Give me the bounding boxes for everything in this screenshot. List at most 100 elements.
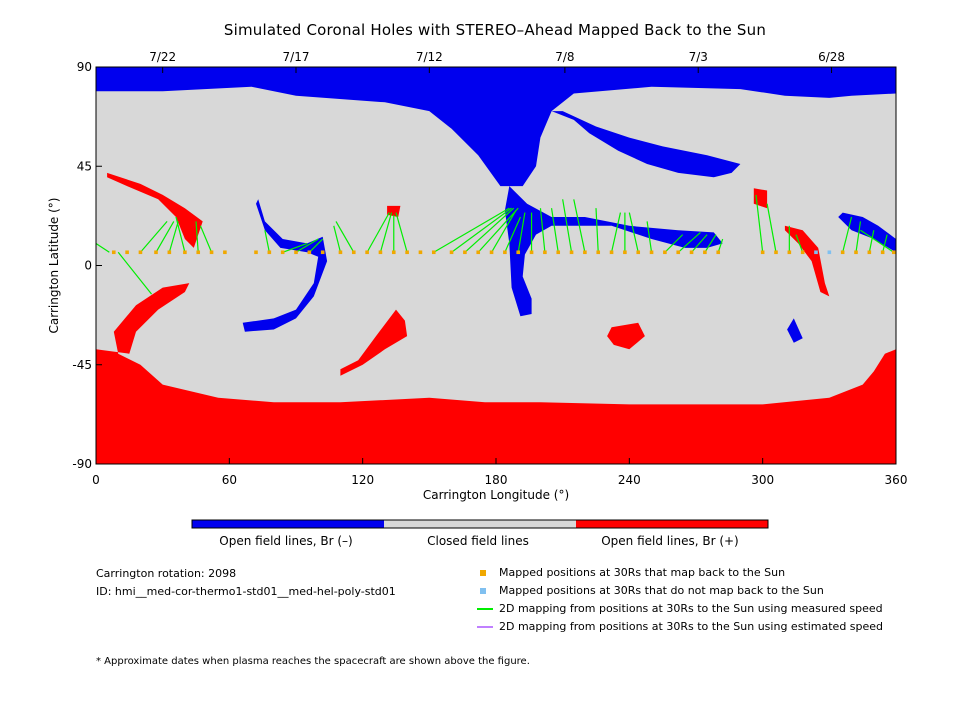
- measured-mapping-line: [491, 210, 517, 253]
- mapped-footpoint: [689, 250, 694, 255]
- mapped-footpoint: [167, 250, 172, 255]
- small-hole-lon315-region: [787, 318, 803, 343]
- measured-mapping-line: [199, 225, 213, 253]
- x-tick-label: 120: [351, 473, 374, 487]
- measured-mapping-line: [117, 251, 153, 295]
- mapped-footpoint: [676, 250, 681, 255]
- y-tick-label: 0: [84, 259, 92, 273]
- y-tick-label: -90: [72, 457, 92, 471]
- measured-mapping-line: [264, 230, 270, 253]
- legend-line-icon: [477, 626, 493, 628]
- north-polar-hole-region: [96, 67, 896, 187]
- mapped-footpoint: [609, 250, 614, 255]
- mapped-footpoint: [125, 250, 129, 255]
- mapped-footpoint: [320, 250, 325, 255]
- unmapped-footpoint: [827, 250, 832, 255]
- mapped-footpoint: [209, 250, 214, 255]
- mapped-footpoint: [449, 250, 454, 255]
- hole-lon320-region: [784, 225, 830, 297]
- mapped-footpoint: [623, 250, 627, 255]
- mapped-footpoint: [800, 250, 805, 255]
- mapped-footpoint: [556, 250, 561, 255]
- axis-layer: 0 60 120 180 240 300 360 -90 -45 0 45 90 7/22 7/17 7/1…: [72, 50, 907, 487]
- measured-mapping-line: [855, 221, 862, 253]
- chart-title: Simulated Coronal Holes with STEREO–Ahea…: [223, 21, 767, 39]
- measured-mapping-line: [95, 242, 110, 253]
- measured-mapping-line: [882, 234, 888, 253]
- measured-mapping-line: [677, 231, 701, 253]
- mapped-footpoint: [405, 250, 409, 255]
- measured-mapping-line: [610, 212, 622, 253]
- footnote: * Approximate dates when plasma reaches …: [96, 656, 530, 667]
- north-hole-extension-region: [551, 111, 741, 178]
- date-tick-label: 7/17: [283, 50, 310, 64]
- curved-hole-lon90-region: [242, 199, 328, 332]
- measured-mapping-line: [395, 212, 408, 253]
- coronal-hole-map: 0 60 120 180 240 300 360 -90 -45 0 45 90 7/22 7/17 7/1…: [47, 50, 907, 502]
- south-polar-hole-region: [96, 283, 896, 464]
- measured-mapping-line: [175, 216, 186, 253]
- mapped-footpoint: [760, 250, 765, 255]
- mapped-footpoint: [280, 250, 285, 255]
- mapped-footpoint: [880, 250, 885, 255]
- measured-mapping-line: [539, 208, 546, 253]
- measured-mapping-line: [664, 234, 684, 253]
- measured-mapping-line: [704, 234, 717, 253]
- colorbar-label: Open field lines, Br (+): [601, 534, 739, 548]
- measured-mapping-line: [595, 208, 599, 253]
- mapped-footpoint: [154, 250, 158, 255]
- measured-mapping-line: [366, 212, 390, 253]
- mapped-footpoint: [476, 250, 481, 255]
- mapped-footpoint: [774, 250, 778, 255]
- unmapped-footpoint: [814, 250, 818, 255]
- mapped-footpoint: [583, 250, 587, 255]
- colorbar-label: Open field lines, Br (–): [219, 534, 353, 548]
- x-tick-label: 180: [485, 473, 508, 487]
- x-tick-label: 60: [222, 473, 237, 487]
- measured-mapping-line: [464, 207, 515, 253]
- model-id-text: ID: hmi__med-cor-thermo1-std01__med-hel-…: [96, 585, 396, 598]
- mapped-footpoint: [489, 250, 494, 255]
- mapped-footpoint: [569, 250, 574, 255]
- mapped-footpoint: [267, 250, 272, 255]
- colorbar-segment: [192, 520, 384, 528]
- mapped-footpoint: [854, 250, 858, 255]
- date-tick-label: 6/28: [818, 50, 845, 64]
- date-tick-label: 7/8: [555, 50, 574, 64]
- measured-mapping-line: [195, 221, 199, 253]
- x-tick-label: 0: [92, 473, 100, 487]
- mapped-footpoint: [649, 250, 654, 255]
- mapped-footpoint: [543, 250, 547, 255]
- measured-mapping-line: [717, 238, 724, 253]
- mapped-footpoint: [111, 250, 116, 255]
- colorbar-labels: Open field lines, Br (–) Closed field lin…: [190, 534, 770, 552]
- measured-mapping-line: [646, 221, 653, 253]
- mapped-footpoint: [840, 250, 845, 255]
- measured-mapping-line: [504, 216, 521, 253]
- x-tick-label: 300: [751, 473, 774, 487]
- date-tick-label: 7/22: [149, 50, 176, 64]
- measured-mapping-line: [335, 221, 355, 253]
- mapped-footpoint: [463, 250, 467, 255]
- date-tick-label: 7/3: [689, 50, 708, 64]
- map-layer: [96, 67, 896, 464]
- footpoint-layer: [111, 250, 896, 255]
- mapped-footpoint: [431, 250, 436, 255]
- mapped-footpoint: [596, 250, 601, 255]
- legend-text: Mapped positions at 30Rs that do not map…: [499, 584, 824, 597]
- legend-square-icon: [480, 570, 486, 576]
- colorbar-segment: [384, 520, 576, 528]
- mapped-footpoint: [391, 250, 396, 255]
- measured-mapping-line: [155, 221, 175, 253]
- legend-text: 2D mapping from positions at 30Rs to the…: [499, 620, 884, 633]
- y-tick-label: 45: [77, 159, 92, 173]
- measured-mapping-line: [562, 199, 573, 253]
- y-tick-label: 90: [77, 60, 92, 74]
- mapped-footpoint: [703, 250, 707, 255]
- carrington-rotation-text: Carrington rotation: 2098: [96, 567, 237, 580]
- measured-mapping-line: [477, 207, 519, 253]
- mapped-footpoint: [503, 250, 507, 255]
- measured-mapping-line: [628, 212, 639, 253]
- mapped-footpoint: [196, 250, 201, 255]
- measured-mapping-line: [868, 230, 875, 253]
